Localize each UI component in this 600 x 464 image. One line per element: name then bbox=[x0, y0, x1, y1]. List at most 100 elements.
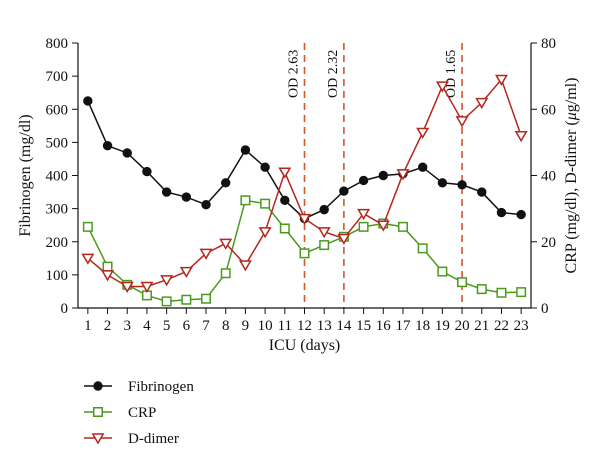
crp-point bbox=[299, 248, 310, 259]
fibrinogen-point bbox=[221, 178, 231, 188]
legend-label: D-dimer bbox=[128, 431, 179, 447]
crp-point bbox=[161, 296, 172, 307]
x-tick-label: 10 bbox=[258, 318, 273, 334]
fibrinogen-point bbox=[201, 199, 211, 210]
x-tick-label: 13 bbox=[317, 318, 332, 334]
x-tick-label: 9 bbox=[242, 318, 250, 334]
x-tick-label: 20 bbox=[455, 318, 470, 334]
fibrinogen-point bbox=[417, 162, 428, 172]
x-tick-label: 18 bbox=[415, 318, 430, 334]
x-tick-label: 7 bbox=[202, 318, 210, 334]
fibrinogen-point bbox=[83, 96, 93, 106]
x-tick-label: 1 bbox=[84, 318, 92, 334]
fibrinogen-point bbox=[339, 186, 349, 196]
x-tick-label: 17 bbox=[395, 318, 411, 334]
crp-point bbox=[358, 221, 369, 232]
legend: Fibrinogen CRP D-dimer bbox=[84, 379, 194, 447]
crp-point bbox=[279, 223, 290, 234]
d-dimer-point bbox=[494, 74, 508, 86]
crp-series bbox=[82, 195, 527, 307]
x-tick-label: 16 bbox=[376, 318, 392, 334]
d-dimer-series bbox=[81, 74, 528, 293]
legend-item-d-dimer: D-dimer bbox=[84, 431, 179, 447]
d-dimer-point bbox=[337, 233, 351, 245]
x-tick-label: 21 bbox=[474, 318, 489, 334]
x-tick-label: 2 bbox=[104, 318, 112, 334]
fibrinogen-point bbox=[260, 162, 270, 172]
fibrinogen-point bbox=[358, 175, 369, 186]
right-y-tick-label: 20 bbox=[541, 235, 556, 251]
left-y-tick-label: 300 bbox=[46, 202, 69, 218]
od-marker-lines: OD 2.63 OD 2.32 OD 1.65 bbox=[287, 43, 463, 308]
d-dimer-point bbox=[81, 253, 95, 265]
d-dimer-point bbox=[475, 97, 489, 110]
crp-point bbox=[516, 287, 527, 298]
d-dimer-point bbox=[179, 266, 193, 279]
x-tick-label: 15 bbox=[356, 318, 371, 334]
x-tick-label: 19 bbox=[435, 318, 450, 334]
x-tick-label: 4 bbox=[143, 318, 151, 334]
x-tick-label: 22 bbox=[494, 318, 509, 334]
x-tick-label: 14 bbox=[336, 318, 352, 334]
left-y-tick-label: 200 bbox=[46, 235, 69, 251]
fibrinogen-point bbox=[457, 180, 467, 190]
legend-label: Fibrinogen bbox=[128, 379, 194, 395]
legend-marker bbox=[91, 433, 105, 445]
right-y-tick-label: 40 bbox=[541, 169, 556, 185]
d-dimer-point bbox=[199, 248, 213, 260]
crp-point bbox=[319, 240, 330, 251]
d-dimer-point bbox=[160, 275, 174, 287]
crp-point bbox=[260, 198, 271, 209]
x-tick-label: 11 bbox=[278, 318, 292, 334]
fibrinogen-point bbox=[161, 187, 172, 197]
crp-point bbox=[82, 221, 93, 232]
crp-point bbox=[397, 221, 408, 232]
od-marker-label: OD 2.63 bbox=[287, 50, 302, 98]
legend-marker bbox=[93, 381, 103, 391]
x-tick-label: 5 bbox=[163, 318, 171, 334]
d-dimer-point bbox=[317, 227, 331, 239]
x-tick-label: 8 bbox=[222, 318, 230, 334]
crp-point bbox=[457, 277, 468, 288]
right-y-tick-label: 0 bbox=[541, 301, 549, 317]
fibrinogen-point bbox=[496, 207, 507, 218]
crp-point bbox=[240, 195, 251, 206]
left-y-tick-label: 500 bbox=[46, 135, 69, 151]
x-tick-label: 12 bbox=[297, 318, 312, 334]
legend-item-crp: CRP bbox=[84, 405, 156, 421]
left-y-tick-label: 800 bbox=[46, 36, 69, 52]
fibrinogen-point bbox=[122, 148, 132, 158]
d-dimer-point bbox=[357, 208, 371, 221]
x-tick-label: 23 bbox=[514, 318, 529, 334]
d-dimer-point bbox=[140, 281, 154, 293]
fibrinogen-point bbox=[280, 195, 290, 206]
left-y-tick-label: 400 bbox=[46, 169, 69, 185]
d-dimer-point bbox=[514, 131, 528, 143]
d-dimer-point bbox=[120, 281, 134, 293]
fibrinogen-point bbox=[319, 204, 329, 215]
left-y-tick-label: 600 bbox=[46, 102, 69, 118]
crp-point bbox=[476, 284, 487, 295]
crp-point bbox=[102, 261, 113, 272]
fibrinogen-point bbox=[142, 166, 152, 177]
left-y-tick-label: 700 bbox=[46, 69, 69, 85]
fibrinogen-point bbox=[181, 192, 192, 202]
right-y-tick-label: 60 bbox=[541, 102, 556, 118]
crp-point bbox=[201, 293, 212, 304]
d-dimer-point bbox=[258, 227, 272, 239]
data-series bbox=[81, 74, 528, 307]
fibrinogen-point bbox=[516, 209, 526, 220]
x-tick-label: 3 bbox=[123, 318, 131, 334]
od-marker-label: OD 1.65 bbox=[444, 50, 459, 98]
x-tick-label: 6 bbox=[183, 318, 191, 334]
d-dimer-point bbox=[416, 127, 430, 139]
right-y-tick-label: 80 bbox=[541, 36, 556, 52]
crp-point bbox=[496, 287, 507, 298]
d-dimer-point bbox=[455, 116, 469, 128]
fibrinogen-point bbox=[477, 187, 487, 197]
right-y-axis-title: CRP (mg/dl), D-dimer (μg/ml) bbox=[563, 78, 580, 274]
d-dimer-point bbox=[376, 220, 390, 232]
crp-point bbox=[437, 266, 448, 277]
